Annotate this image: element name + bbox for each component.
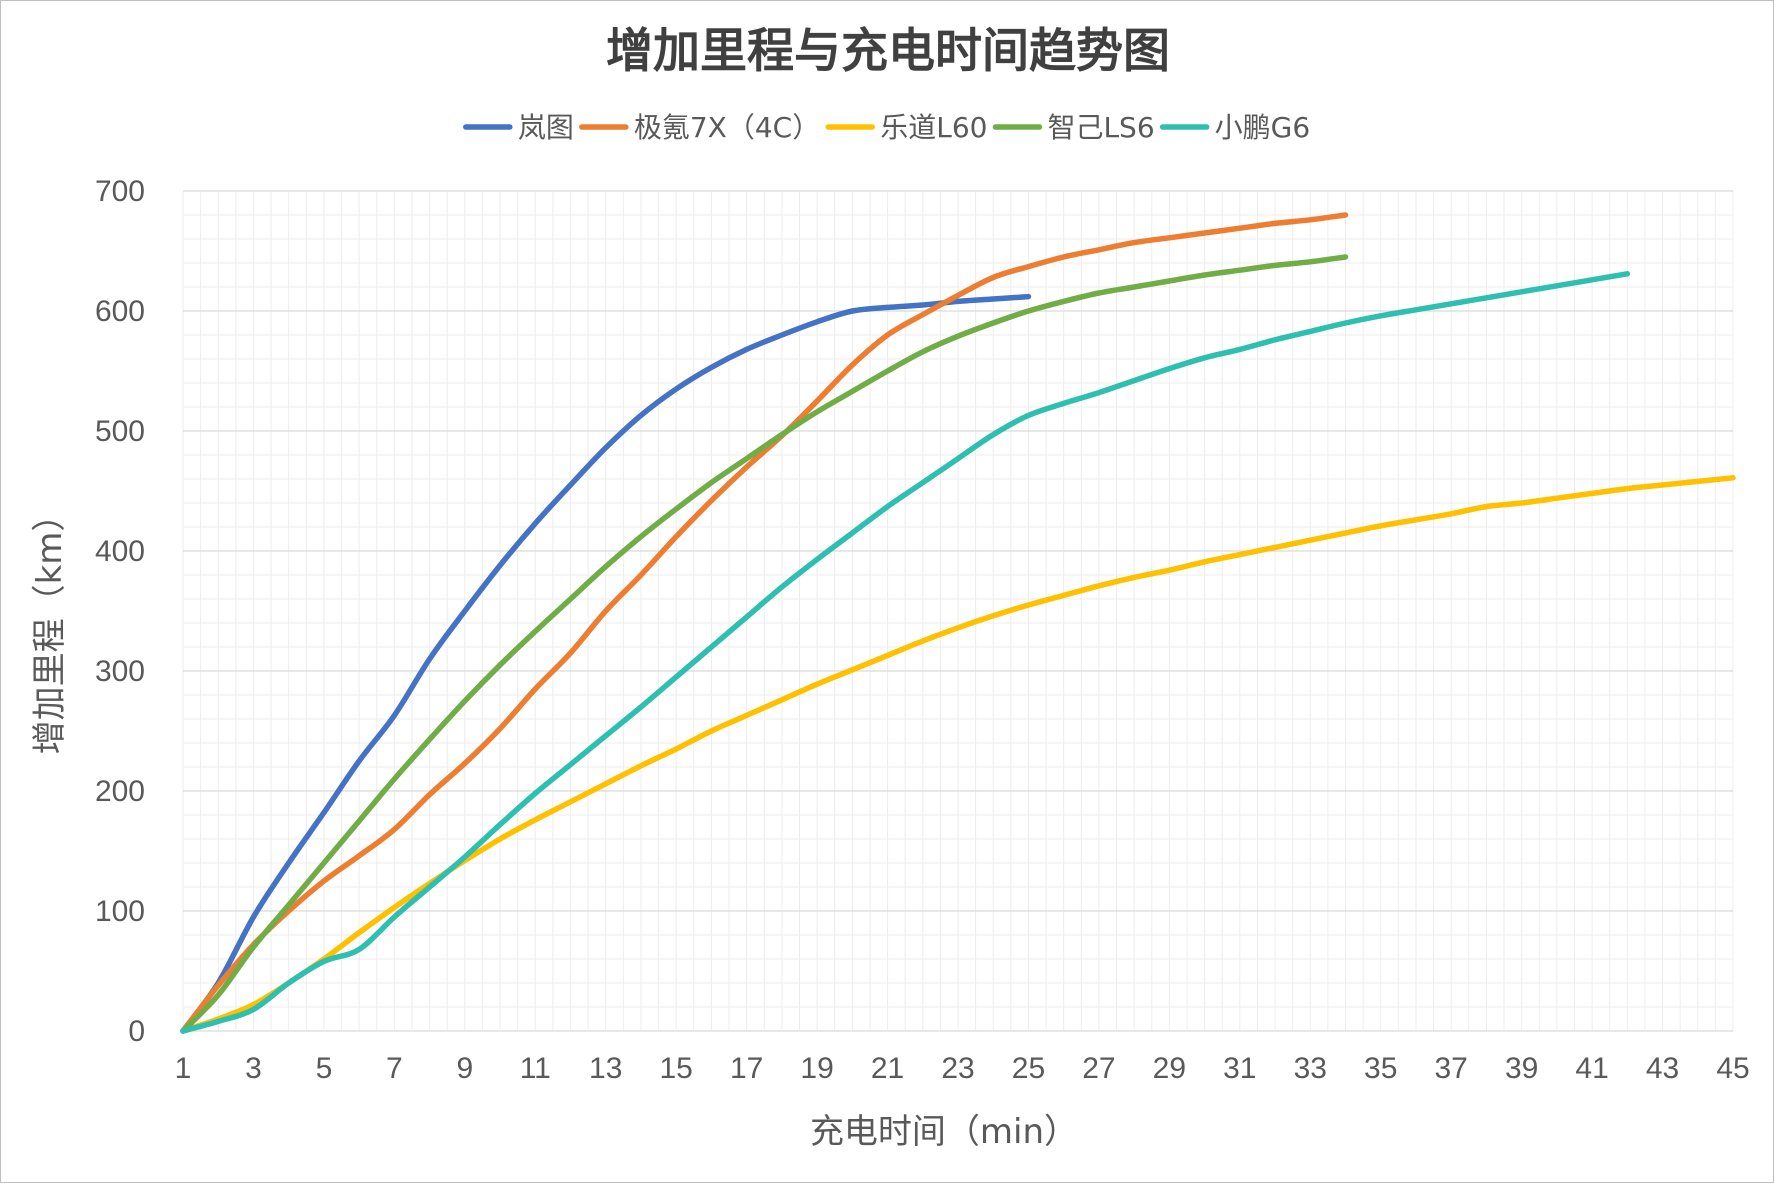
x-tick-label: 13 bbox=[589, 1052, 622, 1085]
x-tick-label: 27 bbox=[1082, 1052, 1115, 1085]
y-tick-label: 600 bbox=[95, 295, 145, 328]
y-tick-label: 400 bbox=[95, 535, 145, 568]
series-group bbox=[180, 212, 1736, 1034]
x-tick-label: 1 bbox=[175, 1052, 192, 1085]
x-tick-label: 33 bbox=[1294, 1052, 1327, 1085]
y-tick-label: 500 bbox=[95, 415, 145, 448]
y-tick-label: 200 bbox=[95, 775, 145, 808]
legend-label: 智己LS6 bbox=[1047, 111, 1154, 144]
legend: 岚图 极氪7X（4C） 乐道L60 智己LS6 小鹏G6 bbox=[463, 111, 1311, 144]
x-tick-label: 11 bbox=[520, 1052, 551, 1085]
legend-label: 乐道L60 bbox=[880, 111, 987, 144]
x-tick-label: 7 bbox=[386, 1052, 403, 1085]
legend-item: 智己LS6 bbox=[992, 111, 1155, 144]
legend-item: 岚图 bbox=[463, 111, 574, 144]
legend-item: 极氪7X（4C） bbox=[579, 111, 820, 144]
grid bbox=[182, 190, 1734, 1032]
x-tick-label: 31 bbox=[1223, 1052, 1256, 1085]
x-tick-label: 25 bbox=[1012, 1052, 1045, 1085]
x-tick-label: 35 bbox=[1364, 1052, 1397, 1085]
x-tick-label: 45 bbox=[1716, 1052, 1749, 1085]
x-tick-label: 37 bbox=[1434, 1052, 1467, 1085]
y-tick-label: 300 bbox=[95, 655, 145, 688]
x-tick-label: 21 bbox=[871, 1052, 904, 1085]
series-line-4 bbox=[180, 271, 1631, 1034]
x-tick-label: 17 bbox=[730, 1052, 763, 1085]
y-axis: 0 100 200 300 400 500 600 700 bbox=[95, 175, 145, 1048]
legend-label: 极氪7X（4C） bbox=[634, 111, 820, 144]
legend-label: 小鹏G6 bbox=[1215, 111, 1311, 144]
x-tick-label: 5 bbox=[316, 1052, 333, 1085]
x-tick-label: 15 bbox=[659, 1052, 692, 1085]
series-line-3 bbox=[180, 254, 1349, 1034]
y-tick-label: 0 bbox=[128, 1015, 145, 1048]
legend-label: 岚图 bbox=[518, 111, 574, 144]
x-tick-label: 29 bbox=[1153, 1052, 1186, 1085]
x-tick-label: 41 bbox=[1575, 1052, 1608, 1085]
x-tick-label: 19 bbox=[800, 1052, 833, 1085]
y-tick-label: 700 bbox=[95, 175, 145, 208]
legend-item: 小鹏G6 bbox=[1159, 111, 1311, 144]
x-axis: 1 3 5 7 9 11 13 15 17 19 21 23 25 27 29 31 33 35 37 39 41 43 4… bbox=[175, 1052, 1750, 1085]
legend-item: 乐道L60 bbox=[825, 111, 987, 144]
x-tick-label: 3 bbox=[245, 1052, 262, 1085]
chart-title: 增加里程与充电时间趋势图 bbox=[606, 24, 1170, 79]
y-axis-title: 增加里程（km） bbox=[30, 498, 70, 755]
x-tick-label: 39 bbox=[1505, 1052, 1538, 1085]
series-line-1 bbox=[180, 212, 1349, 1034]
x-tick-label: 9 bbox=[456, 1052, 473, 1085]
x-tick-label: 43 bbox=[1646, 1052, 1679, 1085]
x-axis-title: 充电时间（min） bbox=[810, 1112, 1078, 1152]
x-tick-label: 23 bbox=[941, 1052, 974, 1085]
series-line-0 bbox=[180, 293, 1032, 1034]
y-tick-label: 100 bbox=[95, 895, 145, 928]
